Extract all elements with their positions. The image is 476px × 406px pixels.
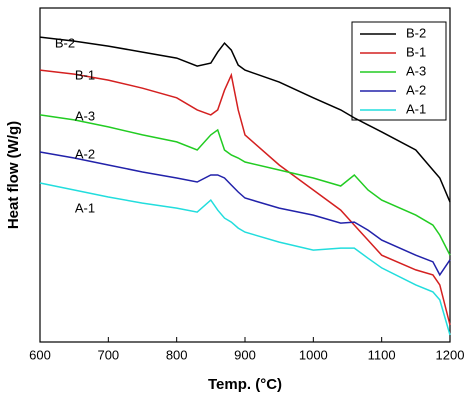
x-tick-label: 700 — [97, 347, 119, 362]
legend-label: B-2 — [406, 25, 426, 40]
legend-label: A-1 — [406, 101, 426, 116]
curve-label: B-1 — [75, 67, 95, 82]
series-line — [39, 36, 451, 203]
x-axis-title: Temp. (°C) — [208, 376, 282, 393]
legend-box — [351, 21, 447, 121]
x-tick-label: 800 — [166, 347, 188, 362]
curve-label: A-2 — [75, 146, 95, 161]
x-tick-label: 900 — [234, 347, 256, 362]
x-tick-label: 1100 — [368, 347, 396, 362]
legend-label: A-3 — [406, 63, 426, 78]
legend-label: B-1 — [406, 44, 426, 59]
curve-label: A-1 — [75, 200, 95, 215]
x-tick-label: 600 — [29, 347, 51, 362]
curve-label: B-2 — [55, 35, 75, 50]
x-tick-label: 1000 — [299, 347, 328, 362]
curve-label: A-3 — [75, 108, 95, 123]
x-tick-label: 1200 — [436, 347, 465, 362]
series-line — [39, 69, 451, 326]
series-line — [39, 182, 451, 336]
series-line — [39, 151, 451, 277]
legend-label: A-2 — [406, 82, 426, 97]
series-line — [39, 114, 451, 256]
y-axis-title: Heat flow (W/g) — [5, 121, 22, 229]
